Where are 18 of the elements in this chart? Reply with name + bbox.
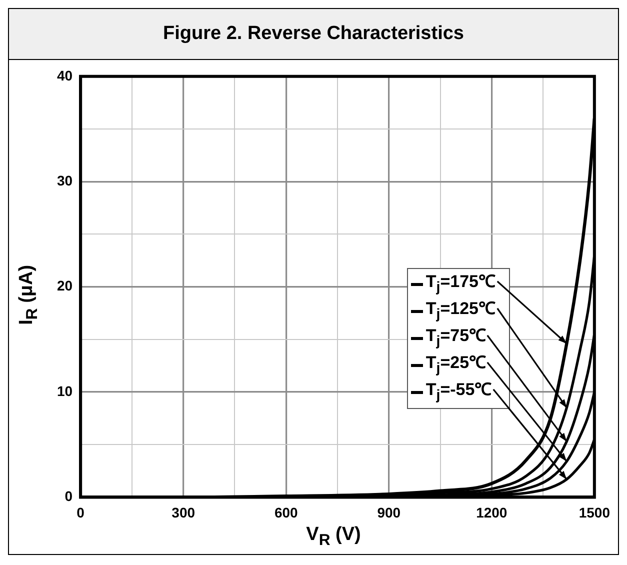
x-tick-label: 300 [172, 504, 196, 520]
legend-label: T$_{j}$=25℃ [426, 352, 486, 376]
y-tick-label: 40 [56, 67, 73, 84]
legend-label: T$_{j}$=-55℃ [426, 378, 492, 406]
x-tick-label: 1500 [578, 504, 610, 520]
x-tick-label: 1200 [476, 504, 508, 520]
x-axis-title: V$_{R}$ (V) [305, 524, 362, 551]
chart-title: Figure 2. Reverse Characteristics [9, 9, 618, 60]
legend-label: T$_{j}$=125℃ [426, 298, 496, 322]
x-tick-label: 0 [76, 504, 85, 520]
x-tick-label: 600 [274, 504, 298, 520]
x-tick-label: 900 [377, 504, 401, 520]
legend-label: T$_{j}$=75℃ [426, 326, 486, 350]
legend-label: T$_{j}$=175℃ [426, 272, 496, 296]
y-tick-label: 20 [56, 278, 73, 294]
y-tick-label: 30 [56, 172, 73, 188]
y-tick-label: 10 [56, 382, 73, 399]
y-tick-label: 0 [64, 488, 73, 504]
